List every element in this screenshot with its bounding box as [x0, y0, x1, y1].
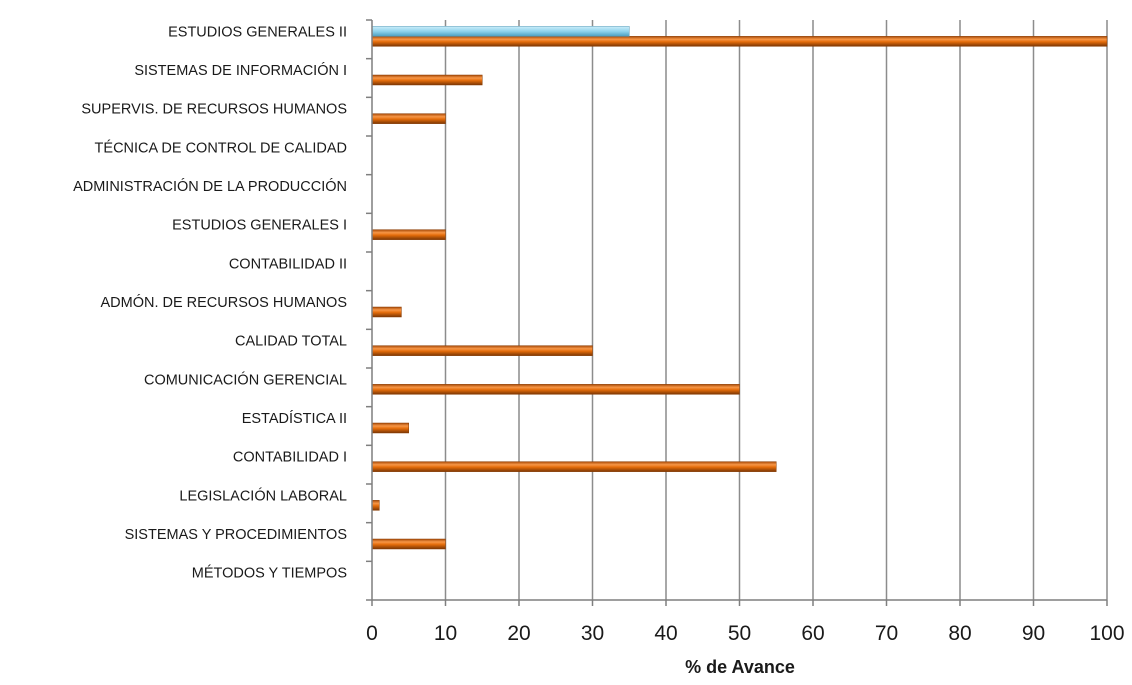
bar-series-1 [371, 538, 446, 550]
x-axis-title: % de Avance [685, 657, 795, 677]
bar-series-1 [371, 306, 402, 318]
x-tick-label: 50 [728, 622, 751, 645]
category-label: SISTEMAS Y PROCEDIMIENTOS [125, 527, 347, 543]
x-tick-label: 10 [434, 622, 457, 645]
x-tick-label: 40 [654, 622, 677, 645]
bar-series-1 [371, 384, 740, 395]
bar-series-1 [371, 113, 446, 124]
x-tick-label: 100 [1089, 622, 1124, 645]
bar-series-1 [371, 229, 446, 240]
category-label: ESTADÍSTICA II [242, 410, 347, 427]
category-label: MÉTODOS Y TIEMPOS [192, 565, 347, 582]
labels: 0 10 20 30 40 50 60 70 80 90 100 ESTUDIOS GENERALES… [73, 24, 1124, 645]
bar-series-1 [371, 36, 1108, 47]
category-label: TÉCNICA DE CONTROL DE CALIDAD [95, 139, 347, 156]
category-label: CALIDAD TOTAL [235, 334, 347, 350]
category-label: LEGISLACIÓN LABORAL [179, 487, 347, 504]
category-label: ESTUDIOS GENERALES II [168, 24, 347, 40]
x-tick-label: 0 [366, 622, 378, 645]
category-label: ADMINISTRACIÓN DE LA PRODUCCIÓN [73, 178, 347, 195]
bar-series-1 [371, 345, 593, 356]
bar-series-1 [371, 74, 483, 86]
bar-series-1 [371, 422, 409, 434]
x-tick-label: 90 [1022, 622, 1045, 645]
gridlines [444, 20, 1108, 600]
category-label: CONTABILIDAD II [229, 256, 347, 272]
category-label: CONTABILIDAD I [233, 450, 347, 466]
category-label: SISTEMAS DE INFORMACIÓN I [134, 62, 347, 79]
x-tick-label: 30 [581, 622, 604, 645]
bars [371, 26, 1108, 550]
category-label: SUPERVIS. DE RECURSOS HUMANOS [81, 102, 347, 118]
category-label: ESTUDIOS GENERALES I [172, 218, 347, 234]
category-label: ADMÓN. DE RECURSOS HUMANOS [100, 294, 347, 311]
x-tick-label: 20 [507, 622, 530, 645]
x-tick-label: 80 [948, 622, 971, 645]
x-tick-label: 60 [801, 622, 824, 645]
axes [366, 19, 1108, 606]
bar-series-2 [371, 26, 630, 37]
bar-series-1 [371, 500, 380, 511]
bar-series-1 [371, 461, 777, 472]
x-tick-label: 70 [875, 622, 898, 645]
category-label: COMUNICACIÓN GERENCIAL [144, 371, 347, 388]
